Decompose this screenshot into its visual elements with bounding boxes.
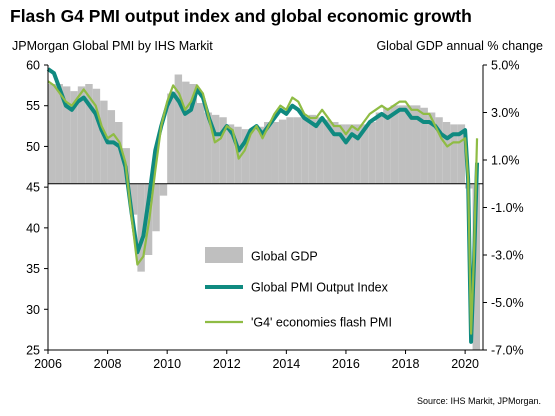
gdp-bar (375, 112, 384, 184)
gdp-bar (442, 122, 451, 184)
right-tick-label: 1.0% (491, 154, 520, 168)
gdp-bar (226, 124, 235, 184)
gdp-bar (286, 117, 294, 184)
left-tick-label: 60 (26, 59, 40, 73)
gdp-bar (92, 88, 101, 184)
left-tick-label: 40 (26, 221, 40, 235)
left-tick-label: 30 (26, 303, 40, 317)
gdp-bar (167, 93, 175, 184)
gdp-bar (435, 117, 443, 184)
x-tick-label: 2008 (94, 357, 122, 371)
x-tick-label: 2018 (392, 357, 420, 371)
gdp-bar (264, 122, 272, 184)
gdp-bar (271, 122, 279, 184)
gdp-bar (412, 105, 421, 184)
left-axis-title: JPMorgan Global PMI by IHS Markit (12, 39, 213, 53)
gdp-bar (100, 100, 108, 184)
gdp-bar (107, 110, 116, 184)
gdp-bar (211, 114, 220, 184)
right-tick-label: -5.0% (491, 296, 524, 310)
gdp-bar (427, 112, 436, 184)
left-tick-label: 45 (26, 181, 40, 195)
gdp-bar (338, 124, 346, 184)
gdp-bar (204, 112, 212, 184)
left-tick-label: 25 (26, 344, 40, 358)
right-tick-label: 3.0% (491, 106, 520, 120)
gdp-bar (174, 74, 183, 184)
gdp-bar (383, 107, 391, 184)
gdp-bar (196, 103, 205, 184)
gdp-bar (316, 117, 324, 184)
gdp-bar (249, 129, 257, 184)
right-tick-label: 5.0% (491, 59, 520, 73)
x-tick-label: 2020 (451, 357, 479, 371)
x-tick-label: 2014 (272, 357, 300, 371)
gdp-bar (331, 122, 339, 184)
gdp-bar (182, 81, 190, 184)
legend-g4-label: 'G4' economies flash PMI (251, 316, 392, 330)
legend-pmi-label: Global PMI Output Index (251, 281, 389, 295)
legend-gdp-swatch (205, 247, 243, 263)
gdp-bar (301, 117, 309, 184)
left-tick-label: 55 (26, 99, 40, 113)
gdp-bar (323, 119, 332, 184)
gdp-bar (353, 124, 361, 184)
gdp-bar (219, 117, 227, 184)
right-axis-title: Global GDP annual % change (376, 39, 543, 53)
right-tick-label: -3.0% (491, 249, 524, 263)
gdp-bar (137, 183, 145, 272)
gdp-bar (405, 105, 413, 184)
x-tick-label: 2012 (213, 357, 241, 371)
gdp-bar (152, 183, 160, 232)
gdp-bar (308, 114, 317, 184)
x-tick-label: 2010 (153, 357, 181, 371)
gdp-bar (360, 124, 369, 184)
gdp-bar (256, 126, 265, 184)
gdp-bar (293, 117, 302, 184)
chart-title: Flash G4 PMI output index and global eco… (10, 6, 472, 26)
gdp-bar (390, 105, 399, 184)
gdp-bar (472, 183, 481, 350)
gdp-bar (115, 122, 123, 184)
source-note: Source: IHS Markit, JPMorgan. (416, 396, 541, 406)
left-tick-label: 50 (26, 140, 40, 154)
gdp-bar (129, 183, 138, 215)
g4-flash-pmi-line (47, 80, 479, 335)
gdp-bar (398, 105, 406, 184)
gdp-bar (189, 84, 197, 184)
gdp-bar (241, 129, 250, 184)
gdp-bar (159, 183, 168, 196)
gdp-bar (70, 91, 78, 184)
x-tick-label: 2006 (34, 357, 62, 371)
gdp-bar (55, 84, 63, 184)
gdp-bar (368, 122, 376, 184)
x-tick-label: 2016 (332, 357, 360, 371)
legend-gdp-label: Global GDP (251, 250, 318, 264)
gdp-bar (77, 86, 86, 184)
gdp-bar (48, 84, 56, 184)
gdp-bar (62, 86, 71, 184)
gdp-bar (457, 124, 466, 184)
gdp-bar (345, 124, 354, 184)
gdp-bar (450, 124, 458, 184)
left-tick-label: 35 (26, 262, 40, 276)
right-tick-label: -7.0% (491, 344, 524, 358)
gdp-bar (85, 84, 93, 184)
gdp-bar (278, 119, 287, 184)
gdp-bar (420, 107, 428, 184)
right-tick-label: -1.0% (491, 201, 524, 215)
